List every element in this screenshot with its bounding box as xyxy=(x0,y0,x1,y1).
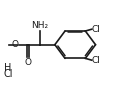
Text: Cl: Cl xyxy=(3,69,12,80)
Text: O: O xyxy=(25,58,32,67)
Text: Cl: Cl xyxy=(92,25,101,34)
Text: Cl: Cl xyxy=(92,56,101,65)
Text: NH₂: NH₂ xyxy=(31,21,48,30)
Text: H: H xyxy=(4,63,11,73)
Text: O: O xyxy=(11,40,18,49)
